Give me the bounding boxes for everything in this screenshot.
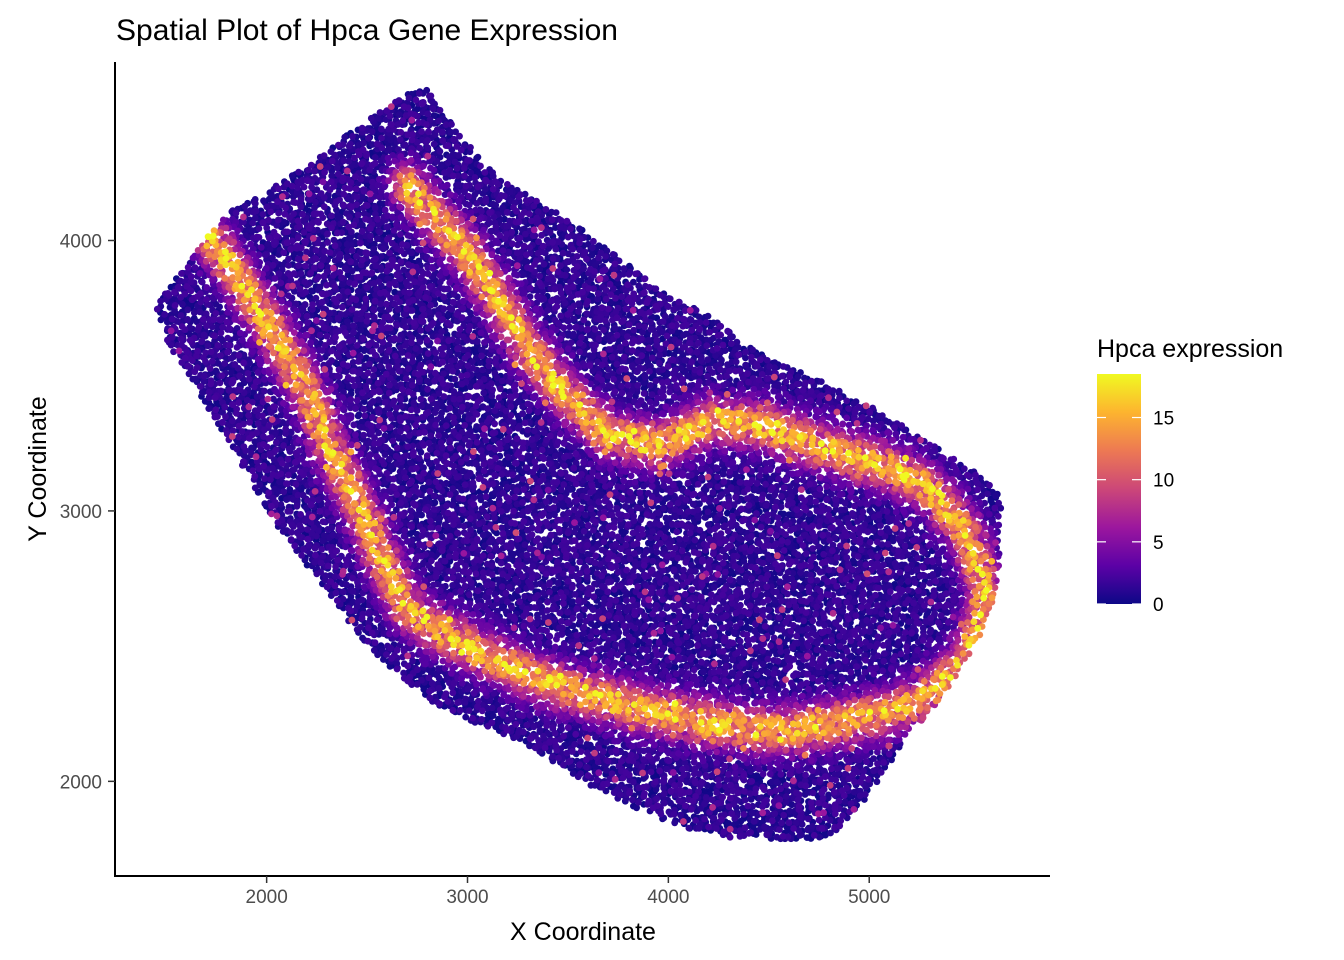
scatter-point xyxy=(662,495,670,502)
scatter-point xyxy=(583,740,591,748)
scatter-point xyxy=(227,369,235,377)
scatter-point xyxy=(307,287,315,295)
scatter-point xyxy=(473,423,480,430)
scatter-point xyxy=(366,405,374,413)
scatter-point xyxy=(987,497,995,505)
scatter-point xyxy=(417,448,425,456)
plot-panel xyxy=(153,86,1005,843)
scatter-point xyxy=(992,492,999,500)
scatter-point xyxy=(280,218,288,226)
scatter-point xyxy=(354,412,362,420)
scatter-point xyxy=(199,388,206,396)
scatter-point xyxy=(704,312,712,320)
scatter-point xyxy=(786,807,793,815)
scatter-point xyxy=(441,431,449,439)
scatter-point xyxy=(636,653,643,661)
scatter-point xyxy=(576,225,583,233)
scatter-point xyxy=(747,796,755,803)
scatter-point xyxy=(474,153,482,161)
scatter-point xyxy=(288,172,296,180)
scatter-point xyxy=(849,545,857,552)
scatter-points xyxy=(153,86,1005,843)
scatter-point xyxy=(724,509,731,517)
chart-title: Spatial Plot of Hpca Gene Expression xyxy=(116,14,618,47)
scatter-point xyxy=(357,327,365,334)
scatter-point xyxy=(873,778,881,786)
scatter-point xyxy=(494,576,502,584)
scatter-point xyxy=(569,598,576,606)
